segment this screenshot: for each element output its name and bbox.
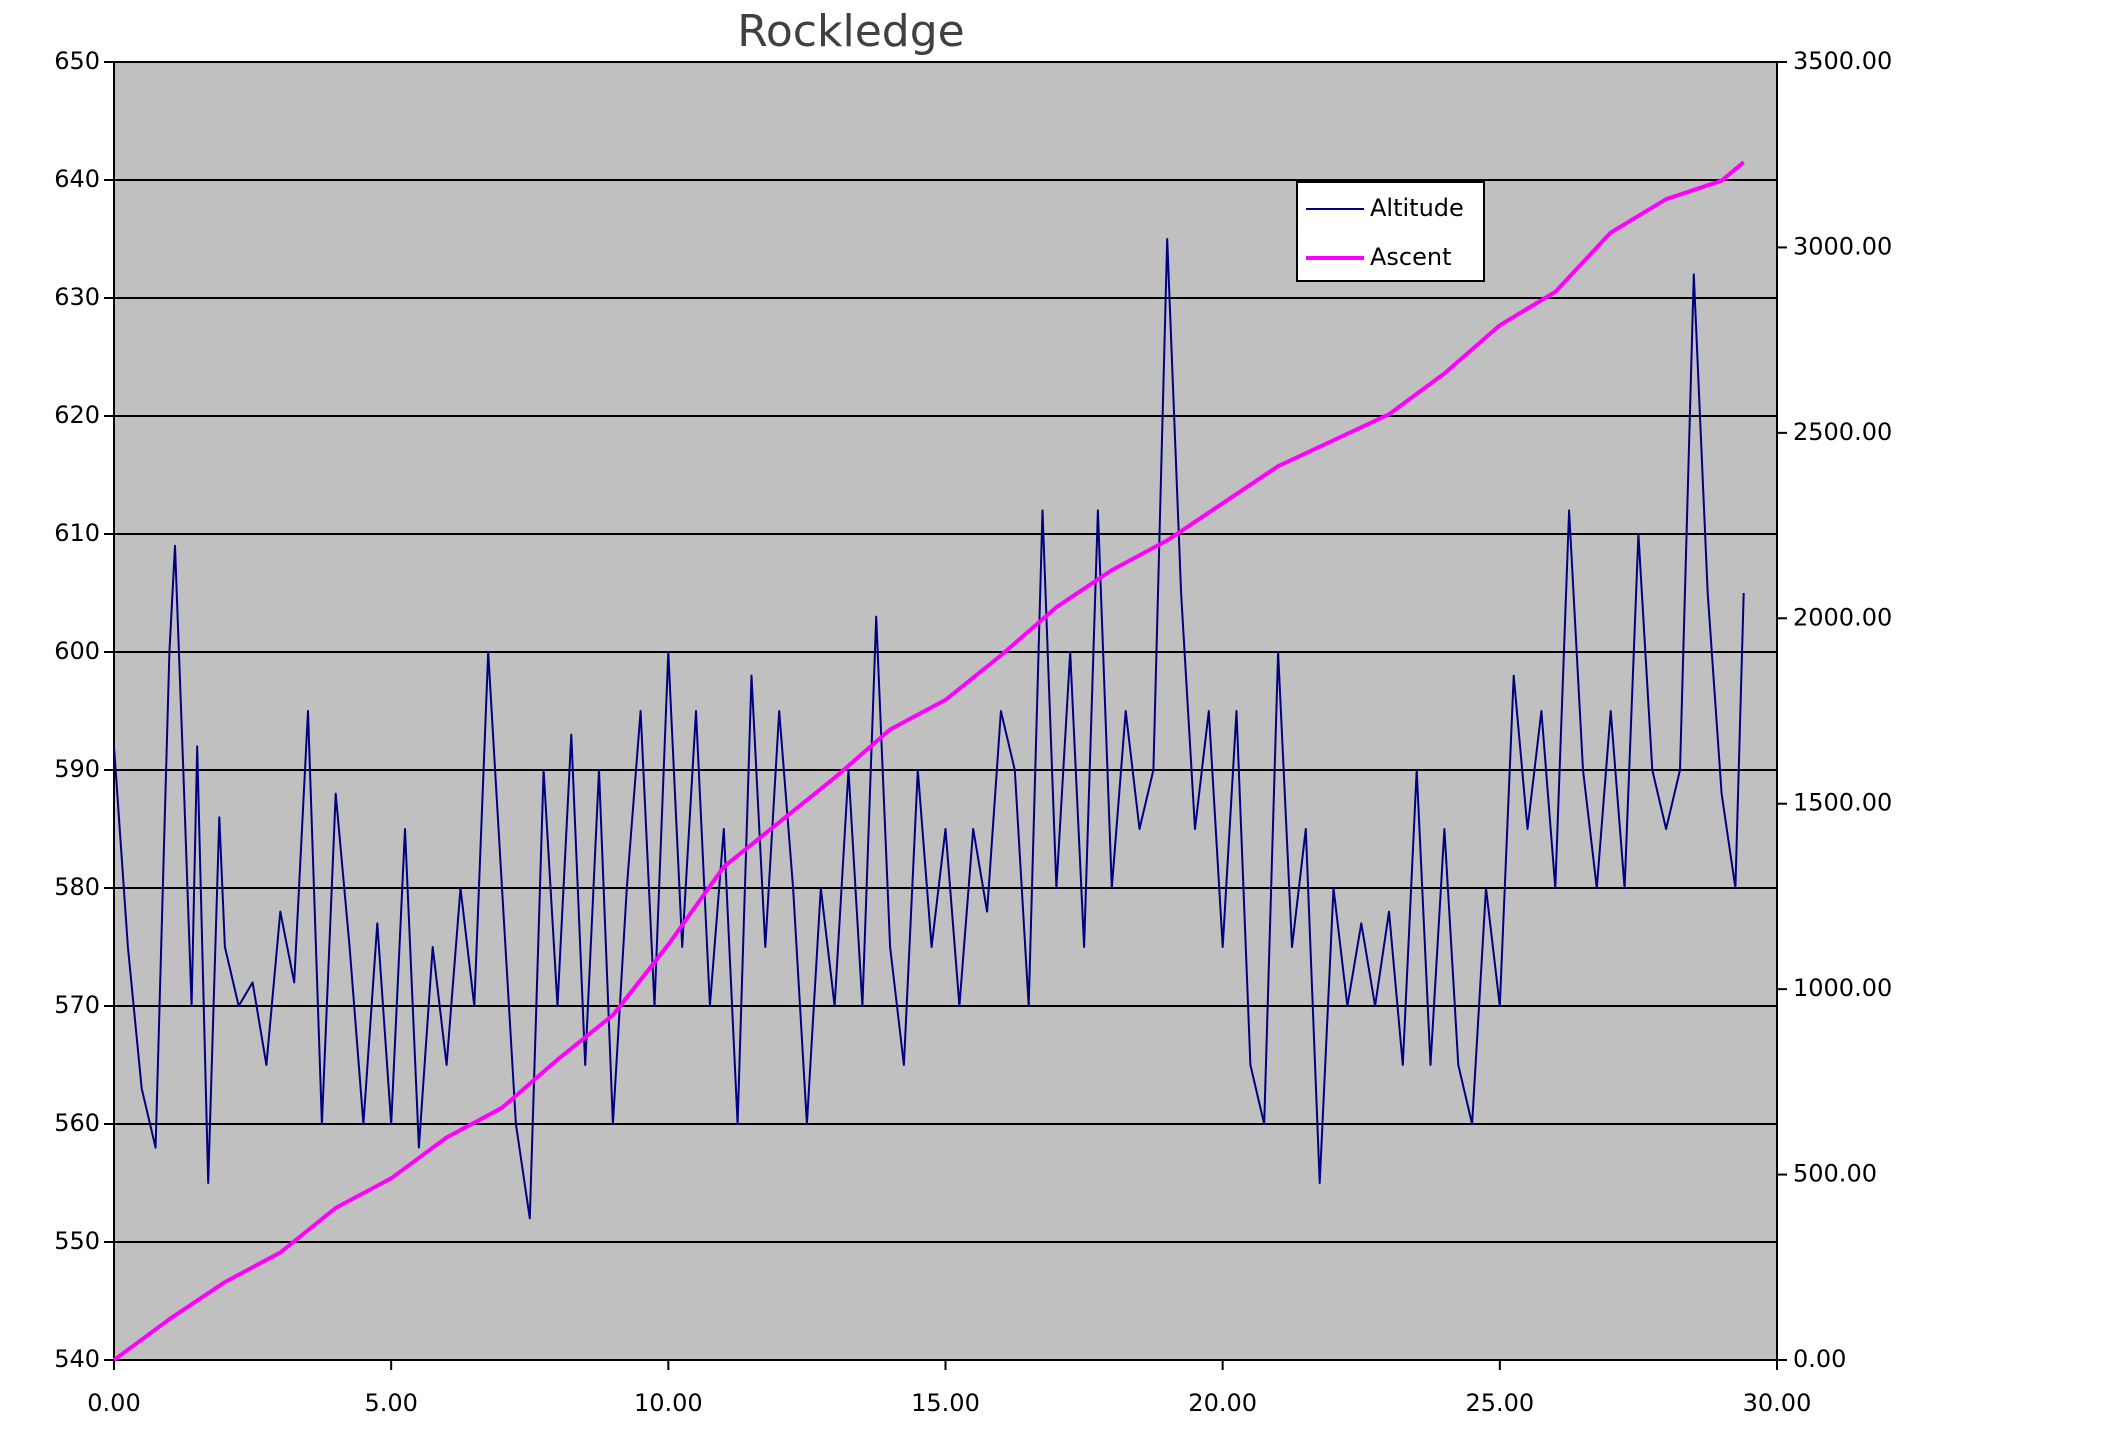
legend <box>1296 181 1485 282</box>
y2-tick-label: 500.00 <box>1793 1160 1877 1188</box>
chart-title: Rockledge <box>737 6 964 57</box>
y-tick-label: 560 <box>54 1109 100 1137</box>
plot-border <box>113 61 1778 1361</box>
plot-area <box>114 62 1777 1360</box>
y-tick-label: 620 <box>54 401 100 429</box>
x-tick-label: 15.00 <box>911 1389 980 1417</box>
y2-tick-label: 1500.00 <box>1793 789 1892 817</box>
y-tick-label: 570 <box>54 991 100 1019</box>
y-tick-label: 590 <box>54 755 100 783</box>
y-tick-label: 550 <box>54 1227 100 1255</box>
x-tick-label: 0.00 <box>87 1389 140 1417</box>
y2-tick-label: 3000.00 <box>1793 232 1892 260</box>
legend-label: Altitude <box>1370 194 1464 222</box>
x-tick-label: 20.00 <box>1188 1389 1257 1417</box>
y-tick-label: 600 <box>54 637 100 665</box>
x-tick-label: 10.00 <box>634 1389 703 1417</box>
y2-tick-label: 3500.00 <box>1793 47 1892 75</box>
y2-tick-label: 2000.00 <box>1793 603 1892 631</box>
series-line <box>113 238 1745 1220</box>
y-tick-label: 630 <box>54 283 100 311</box>
series-line <box>112 160 1745 1362</box>
y2-tick-label: 0.00 <box>1793 1345 1846 1373</box>
y2-tick-label: 1000.00 <box>1793 974 1892 1002</box>
legend-label: Ascent <box>1370 243 1452 271</box>
y2-tick-label: 2500.00 <box>1793 418 1892 446</box>
y-tick-label: 610 <box>54 519 100 547</box>
y-tick-label: 640 <box>54 165 100 193</box>
y-tick-label: 580 <box>54 873 100 901</box>
x-tick-label: 5.00 <box>364 1389 417 1417</box>
x-tick-label: 25.00 <box>1465 1389 1534 1417</box>
y-tick-label: 540 <box>54 1345 100 1373</box>
y-tick-label: 650 <box>54 47 100 75</box>
x-tick-label: 30.00 <box>1743 1389 1812 1417</box>
